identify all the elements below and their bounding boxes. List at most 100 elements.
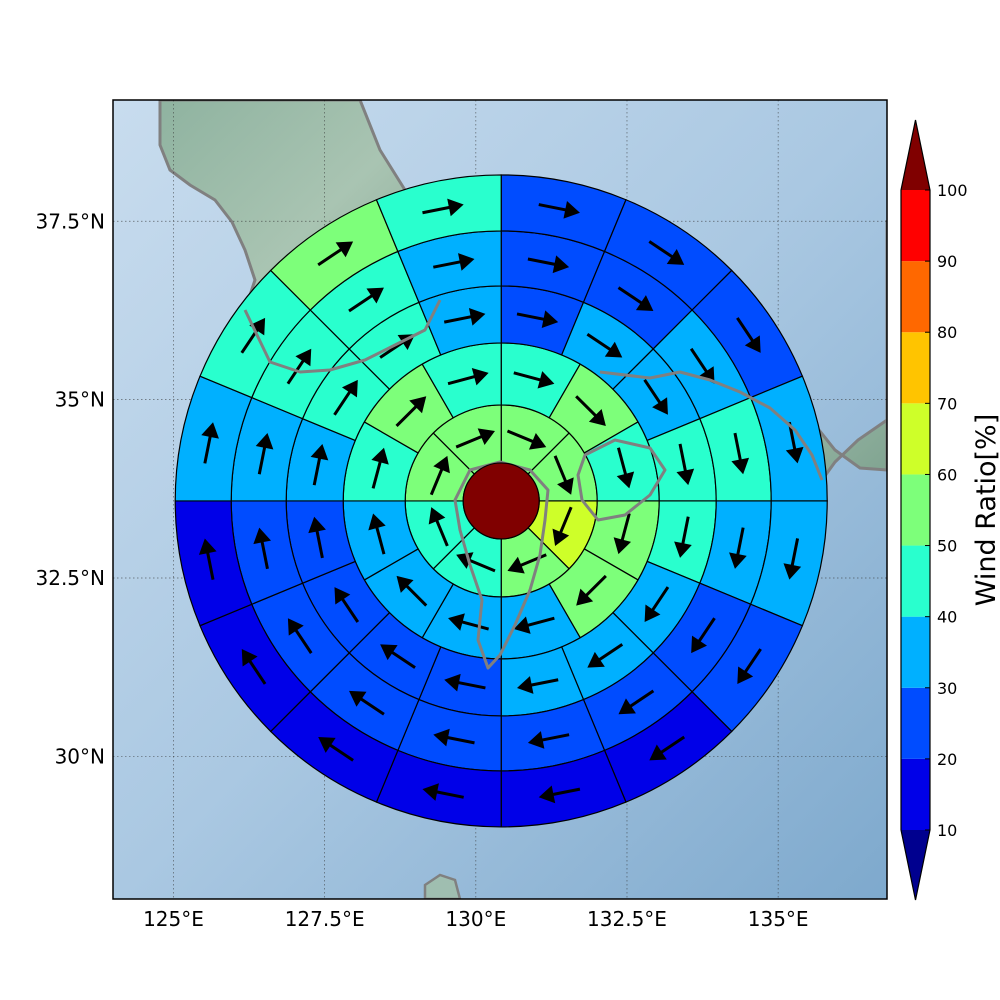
colorbar-tick-label: 40	[937, 608, 957, 627]
wind-arrow	[689, 347, 715, 384]
wind-arrow	[422, 198, 464, 217]
wind-arrow	[618, 689, 655, 715]
wind-arrow	[644, 586, 670, 623]
wind-arrow	[617, 286, 654, 311]
y-tick-label: 37.5°N	[36, 209, 106, 233]
wind-arrow	[422, 783, 464, 801]
wind-arrow	[380, 644, 416, 669]
wind-arrow	[785, 421, 804, 464]
colorbar-tick-label: 50	[937, 537, 957, 556]
wind-arrow	[648, 240, 685, 265]
wind-arrow	[286, 348, 312, 385]
x-tick-label: 127.5°E	[285, 907, 365, 931]
wind-arrow	[506, 429, 547, 450]
y-axis-ticks: 30°N 32.5°N 35°N 37.5°N	[36, 209, 106, 768]
map-panel	[113, 100, 887, 899]
wind-arrow	[433, 728, 475, 747]
wind-arrow	[371, 447, 389, 489]
colorbar-tick-label: 70	[937, 394, 957, 413]
wind-arrow	[310, 443, 329, 486]
colorbar-label: Wind Ratio[%]	[971, 414, 1000, 606]
wind-arrow	[676, 443, 695, 486]
colorbar-segment	[901, 545, 930, 617]
wind-arrow	[255, 433, 274, 475]
southern-islands	[423, 873, 462, 899]
wind-arrow	[317, 241, 354, 267]
wind-arrow	[456, 552, 496, 573]
wind-arrow	[736, 317, 761, 353]
colorbar-tick-label: 60	[937, 465, 957, 484]
wind-arrow	[395, 396, 427, 428]
wind-arrow	[349, 690, 385, 716]
wind-arrow	[348, 287, 384, 313]
wind-arrow	[586, 332, 623, 358]
shikoku-coastline	[576, 438, 667, 522]
colorbar-tick-label: 20	[937, 750, 957, 769]
wind-arrow	[447, 368, 489, 386]
colorbar-tick-label: 100	[937, 181, 968, 200]
wind-arrow	[201, 422, 219, 464]
colorbar-segment	[901, 261, 930, 333]
x-tick-label: 135°E	[748, 907, 809, 931]
wind-arrow	[507, 553, 547, 574]
wind-arrow	[241, 649, 267, 685]
wind-arrow	[691, 617, 716, 654]
wind-arrow	[553, 455, 574, 495]
wind-arrow	[433, 253, 475, 271]
coastline-overlay	[243, 299, 824, 670]
colorbar-under-extension	[901, 830, 930, 900]
colorbar-segment	[901, 687, 930, 759]
x-tick-label: 130°E	[445, 907, 506, 931]
wind-arrow	[516, 310, 559, 329]
wind-arrow	[643, 379, 668, 415]
wind-arrow	[737, 648, 762, 684]
kyushu-coastline	[453, 460, 550, 670]
center-circle	[462, 462, 540, 540]
y-tick-label: 30°N	[55, 744, 105, 768]
wind-arrow	[513, 371, 555, 389]
wind-arrow	[198, 538, 217, 580]
wind-arrow	[513, 616, 555, 634]
map-frame	[112, 99, 888, 900]
sector-ring5-15	[375, 174, 502, 253]
wind-arrow	[308, 516, 326, 559]
colorbar-over-extension	[901, 120, 930, 190]
wind-arrow	[527, 255, 570, 274]
y-tick-label: 32.5°N	[36, 566, 106, 590]
wind-arrow	[575, 395, 606, 426]
wind-arrow	[649, 735, 686, 761]
wind-arrow	[729, 527, 747, 569]
wind-arrow	[587, 643, 624, 668]
x-tick-label: 125°E	[143, 907, 204, 931]
polar-sector-plot	[174, 174, 828, 828]
colorbar-tick-label: 80	[937, 323, 957, 342]
colorbar-tick-label: 30	[937, 679, 957, 698]
x-axis-ticks: 125°E 127.5°E 130°E 132.5°E 135°E	[143, 907, 809, 931]
wind-arrow	[396, 575, 428, 607]
wind-arrow	[334, 587, 360, 623]
wind-arrow	[333, 379, 358, 416]
wind-arrow	[287, 618, 313, 654]
wind-arrow	[444, 673, 486, 692]
korea-coastline	[243, 299, 442, 374]
colorbar-segment	[901, 616, 930, 688]
wind-arrow	[613, 513, 632, 555]
wind-arrow	[240, 317, 266, 354]
wind-arrow	[516, 676, 559, 694]
wind-arrow	[428, 507, 449, 547]
colorbar-segment	[901, 474, 930, 546]
wind-arrow	[674, 516, 692, 558]
colorbar-segment	[901, 403, 930, 475]
honshu-coastline	[599, 370, 824, 481]
wind-arrow	[368, 513, 386, 555]
wind-arrow	[616, 447, 635, 489]
colorbar-segment	[901, 758, 930, 830]
wind-arrow	[527, 731, 570, 749]
x-tick-label: 132.5°E	[587, 907, 667, 931]
wind-arrow	[783, 538, 802, 580]
colorbar-tick-label: 90	[937, 252, 957, 271]
y-tick-label: 35°N	[55, 388, 105, 412]
colorbar-tick-label: 10	[937, 821, 957, 840]
wind-arrow	[538, 200, 580, 219]
wind-arrow	[552, 506, 573, 546]
